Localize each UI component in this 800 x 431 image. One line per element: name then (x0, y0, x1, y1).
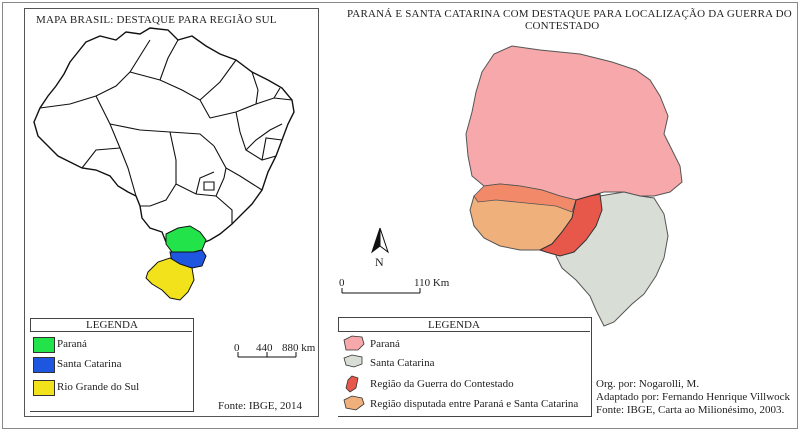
left-scale-zero: 0 (234, 342, 240, 354)
right-legend-label-parana: Paraná (370, 338, 400, 350)
left-source: Fonte: IBGE, 2014 (218, 400, 303, 412)
legend-swatch-parana (33, 337, 55, 353)
legend-swatch-rio-grande-do-sul (33, 380, 55, 396)
credits-org: Org. por: Nogarolli, M. (596, 378, 700, 390)
left-scale-end: 880 km (282, 342, 316, 354)
left-legend-heading: LEGENDA (86, 319, 138, 331)
left-scale-bar (237, 352, 297, 358)
legend-swatch-parana-right (343, 335, 365, 351)
right-legend-label-santa-catarina: Santa Catarina (370, 357, 435, 369)
rio-grande-do-sul-state (145, 257, 195, 301)
legend-label-rio-grande-do-sul: Rio Grande do Sul (57, 381, 140, 393)
legend-swatch-disputed-right (343, 395, 365, 411)
right-legend-heading: LEGENDA (428, 319, 480, 331)
right-map-title-line1: PARANÁ E SANTA CATARINA COM DESTAQUE PAR… (347, 8, 792, 20)
right-legend-label-contestado: Região da Guerra do Contestado (370, 378, 514, 390)
contestado-region (538, 193, 603, 257)
right-scale-end: 110 Km (414, 277, 450, 289)
left-legend-inner (30, 331, 192, 411)
parana-region (465, 45, 683, 201)
north-label: N (375, 255, 384, 269)
legend-label-santa-catarina: Santa Catarina (57, 358, 122, 370)
right-map-title-line2: CONTESTADO (525, 20, 600, 32)
credits-adapted: Adaptado por: Fernando Henrique Villwock (596, 391, 791, 403)
right-scale-zero: 0 (339, 277, 345, 289)
credits-source: Fonte: IBGE, Carta ao Milionésimo, 2003. (596, 404, 785, 416)
right-legend-inner (338, 331, 590, 416)
legend-label-parana: Paraná (57, 338, 87, 350)
legend-swatch-contestado-right (345, 375, 359, 393)
right-scale-bar (341, 288, 421, 294)
left-map-title: MAPA BRASIL: DESTAQUE PARA REGIÃO SUL (36, 14, 277, 26)
north-arrow (371, 227, 389, 254)
disputed-region-upper (473, 183, 577, 213)
legend-swatch-santa-catarina (33, 357, 55, 373)
legend-swatch-santa-catarina-right (343, 354, 363, 368)
left-scale-mid: 440 (256, 342, 273, 354)
right-legend-label-disputed: Região disputada entre Paraná e Santa Ca… (370, 398, 579, 410)
